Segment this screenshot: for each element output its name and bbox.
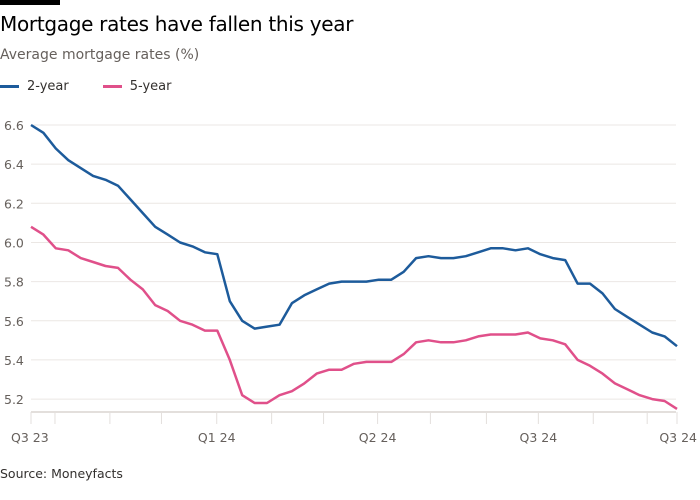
legend-item-2-year: 2-year (0, 79, 69, 94)
series-line-5-year (30, 225, 678, 410)
series-line-2-year (30, 123, 678, 348)
y-tick-label: 5.6 (4, 314, 24, 329)
x-tick-label: Q3 24 (659, 430, 697, 445)
legend-swatch-2-year (0, 85, 19, 88)
legend-label: 2-year (27, 79, 69, 94)
legend-swatch-5-year (102, 85, 122, 88)
y-tick-label: 6.2 (4, 196, 24, 211)
legend-label: 5-year (129, 79, 172, 94)
x-tick-label: Q3 24 (520, 430, 558, 445)
y-tick-label: 6.4 (4, 157, 24, 172)
brand-bar (0, 0, 60, 5)
chart-title: Mortgage rates have fallen this year (0, 12, 354, 36)
chart-subtitle: Average mortgage rates (%) (0, 47, 200, 63)
legend: 2-year 5-year (0, 79, 172, 94)
source-note: Source: Moneyfacts (0, 466, 123, 481)
y-tick-label: 5.4 (4, 353, 24, 368)
y-tick-label: 6.0 (4, 235, 24, 250)
y-tick-label: 5.8 (4, 275, 24, 290)
x-tick-label: Q2 24 (359, 430, 397, 445)
x-tick-label: Q3 23 (11, 430, 49, 445)
y-tick-label: 5.2 (4, 392, 24, 407)
y-tick-label: 6.6 (4, 118, 24, 133)
legend-item-5-year: 5-year (102, 79, 172, 94)
x-tick-label: Q1 24 (198, 430, 236, 445)
